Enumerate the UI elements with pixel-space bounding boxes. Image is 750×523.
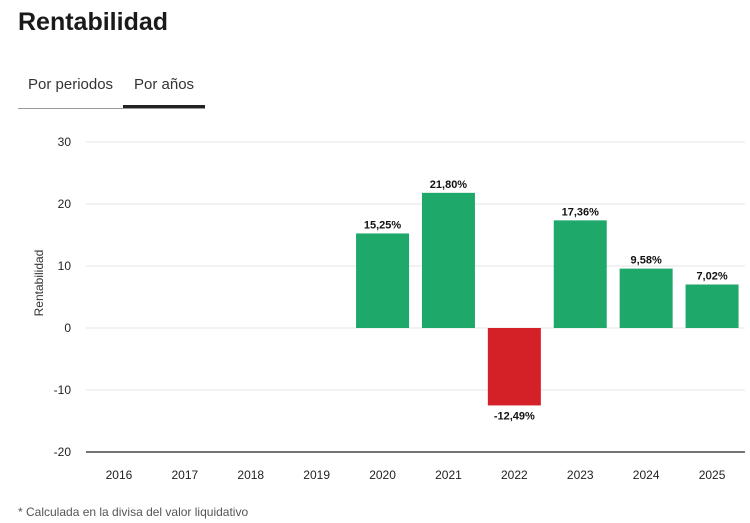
y-tick-label: 0 <box>64 321 71 335</box>
data-label-2023: 17,36% <box>562 206 600 218</box>
bar-2024 <box>619 268 673 328</box>
y-tick-label: -10 <box>54 383 72 397</box>
x-tick-label: 2019 <box>303 468 330 482</box>
period-tabs: Por periodos Por años <box>18 72 205 109</box>
x-tick-label: 2018 <box>237 468 264 482</box>
tab-por-anos[interactable]: Por años <box>134 76 195 93</box>
page-title: Rentabilidad <box>18 8 169 36</box>
footnote: * Calculada en la divisa del valor liqui… <box>18 505 249 519</box>
x-tick-label: 2024 <box>633 468 660 482</box>
data-label-2024: 9,58% <box>631 255 662 267</box>
bar-2021 <box>421 192 475 328</box>
x-tick-label: 2021 <box>435 468 462 482</box>
x-tick-label: 2020 <box>369 468 396 482</box>
y-tick-label: -20 <box>54 445 72 459</box>
data-label-2025: 7,02% <box>696 270 727 282</box>
data-label-2021: 21,80% <box>430 179 468 191</box>
bar-2020 <box>356 233 410 328</box>
x-tick-label: 2016 <box>106 468 133 482</box>
active-tab-indicator <box>123 105 205 108</box>
y-tick-label: 20 <box>58 197 72 211</box>
data-label-2020: 15,25% <box>364 219 402 231</box>
bar-2023 <box>553 220 607 328</box>
bar-2025 <box>685 284 739 328</box>
x-tick-label: 2017 <box>171 468 198 482</box>
tab-por-periodos[interactable]: Por periodos <box>28 76 114 93</box>
x-tick-label: 2022 <box>501 468 528 482</box>
y-axis-title: Rentabilidad <box>32 250 46 317</box>
bar-2022 <box>487 328 541 406</box>
returns-bar-chart: 30 20 10 0 -10 -20 Rentabilidad 2016 2017 2018 201… <box>32 135 745 482</box>
data-label-2022: -12,49% <box>494 410 535 422</box>
x-tick-label: 2025 <box>699 468 726 482</box>
y-tick-label: 10 <box>58 259 72 273</box>
y-tick-label: 30 <box>58 135 72 149</box>
x-tick-label: 2023 <box>567 468 594 482</box>
